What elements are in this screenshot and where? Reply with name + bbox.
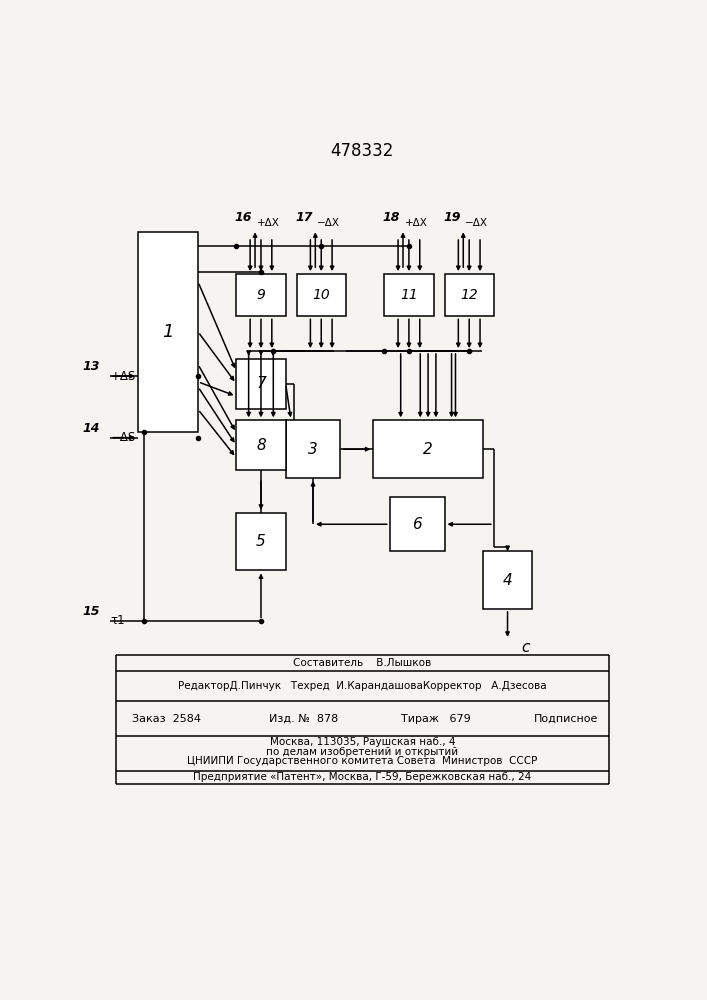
Text: РедакторД.Пинчук   Техред  И.КарандашоваКорректор   А.Дзесова: РедакторД.Пинчук Техред И.КарандашоваКор… — [178, 681, 547, 691]
Text: +ΔS: +ΔS — [110, 370, 136, 383]
Text: −ΔX: −ΔX — [317, 218, 340, 228]
Text: 13: 13 — [83, 360, 100, 373]
Text: Предприятие «Патент», Москва, Г-59, Бережковская наб., 24: Предприятие «Патент», Москва, Г-59, Бере… — [193, 772, 532, 782]
Text: 12: 12 — [460, 288, 478, 302]
Text: 16: 16 — [235, 211, 252, 224]
Text: 5: 5 — [256, 534, 266, 549]
Text: 8: 8 — [256, 438, 266, 453]
Text: 10: 10 — [312, 288, 330, 302]
Text: Изд. №  878: Изд. № 878 — [269, 714, 339, 724]
Text: Тираж   679: Тираж 679 — [401, 714, 470, 724]
Text: 18: 18 — [382, 211, 400, 224]
Text: 2: 2 — [423, 442, 433, 457]
Text: −ΔX: −ΔX — [465, 218, 488, 228]
Text: 1: 1 — [162, 323, 174, 341]
Bar — [138, 232, 198, 432]
Bar — [390, 497, 445, 551]
Text: 14: 14 — [83, 422, 100, 435]
Bar — [286, 420, 341, 478]
Text: 11: 11 — [400, 288, 418, 302]
Bar — [385, 274, 433, 316]
Text: +ΔX: +ΔX — [257, 218, 279, 228]
Text: 19: 19 — [443, 211, 460, 224]
Text: 4: 4 — [503, 573, 513, 588]
Text: 6: 6 — [412, 517, 422, 532]
Text: по делам изобретений и открытий: по делам изобретений и открытий — [267, 747, 458, 757]
Text: 15: 15 — [83, 605, 100, 618]
Text: +ΔX: +ΔX — [404, 218, 428, 228]
Text: −ΔS: −ΔS — [110, 431, 136, 444]
Bar — [373, 420, 483, 478]
Text: Подписное: Подписное — [534, 714, 598, 724]
Text: 478332: 478332 — [331, 142, 394, 160]
Text: τ1: τ1 — [110, 614, 125, 627]
Bar — [297, 274, 346, 316]
Bar — [236, 513, 286, 570]
Text: ЦНИИПИ Государственного комитета Совета  Министров  СССР: ЦНИИПИ Государственного комитета Совета … — [187, 756, 537, 766]
Bar — [236, 359, 286, 409]
Text: 17: 17 — [295, 211, 312, 224]
Text: c: c — [521, 640, 530, 655]
Bar — [445, 274, 494, 316]
Text: Составитель    В.Лышков: Составитель В.Лышков — [293, 658, 431, 668]
Text: 9: 9 — [257, 288, 265, 302]
Bar — [236, 420, 286, 470]
Text: 7: 7 — [256, 376, 266, 391]
Bar — [236, 274, 286, 316]
Bar — [483, 551, 532, 609]
Text: 3: 3 — [308, 442, 318, 457]
Text: Москва, 113035, Раушская наб., 4: Москва, 113035, Раушская наб., 4 — [269, 737, 455, 747]
Text: Заказ  2584: Заказ 2584 — [132, 714, 201, 724]
